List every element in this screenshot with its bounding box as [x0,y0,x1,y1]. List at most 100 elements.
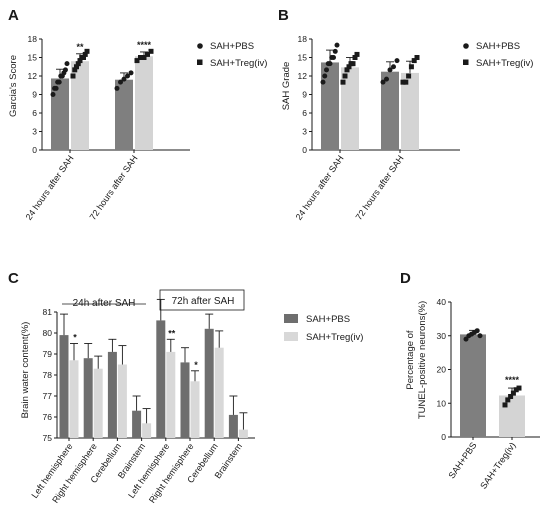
panel-a-point [128,70,134,76]
panel-c: C Brain water content(%) 24h after SAH 7… [8,270,363,505]
panel-d-point [510,390,516,396]
panel-b-bar-treg [401,72,419,150]
panel-b-point [346,64,352,70]
panel-b-legend-pbs: SAH+PBS [476,41,520,52]
panel-a-y-tick-label: 9 [32,90,37,100]
panel-d-point [474,328,480,334]
panel-a-point [81,55,86,60]
panel-b-point [406,73,412,79]
panel-c-legend-treg: SAH+Treg(iv) [306,332,363,343]
period-box-72h [159,289,245,311]
panel-c-y-tick-label: 79 [43,349,53,359]
panel-d-letter: D [400,270,411,287]
panel-a-point [134,58,140,64]
panel-b-point [322,73,328,79]
period-label-24h: 24h after SAH [73,298,136,309]
panel-a-bar-treg [71,61,89,151]
legend-marker-square [463,59,469,65]
panel-b-point [391,64,396,70]
panel-a-point [82,51,88,57]
panel-a-marks: ** **** [50,40,154,151]
panel-b-point [408,64,414,70]
panel-c-significance: * [73,333,77,343]
panel-c-bar-treg [190,381,200,438]
panel-c-y-tick-label: 76 [43,412,53,422]
panel-a-y-tick-label: 18 [28,34,38,44]
panel-b-point [342,73,348,79]
legend-marker-circle [463,43,469,49]
panel-b-point [352,55,358,60]
panel-d-point [463,336,469,342]
panel-b-point [334,42,340,48]
panel-b-point [400,79,406,85]
panel-a-point [114,85,120,91]
panel-b-point [331,55,336,60]
panel-b-legend-treg: SAH+Treg(iv) [476,58,533,69]
panel-b-point [350,61,356,67]
panel-a-point [138,55,143,60]
panel-c-y-tick-label: 77 [43,391,53,401]
panel-c-bar-treg [117,364,127,438]
panel-b-axes: 0 3 6 9 12 15 18 24 hours after SAH 72 hours aft… [294,34,460,222]
panel-c-marks: * *** [59,298,248,438]
panel-b-point [380,79,386,85]
panel-b-ylabel: SAH Grade [281,62,292,111]
panel-b: B SAH Grade 0 3 6 9 12 15 18 24 hours after SAH… [278,7,533,222]
panel-a-y-tick-label: 12 [28,71,38,81]
panel-b-y-tick-label: 18 [298,34,308,44]
panel-a-y-tick-label: 15 [28,53,38,63]
panel-c-y-tick-label: 81 [43,307,53,317]
legend-swatch-pbs [284,314,298,323]
panel-b-point [320,79,326,85]
panel-a-point [77,58,83,64]
panel-b-letter: B [278,7,289,24]
panel-b-point [354,51,360,57]
panel-d-ylabel-line1: Percentage of [405,330,416,390]
panel-b-bar-treg [341,67,359,150]
panel-c-bar-pbs [228,414,238,438]
panel-a-significance: ** [76,42,84,52]
legend-marker-circle [197,43,203,49]
panel-b-point [340,79,346,85]
panel-c-bar-treg [142,423,152,438]
panel-a-point [74,64,79,70]
panel-c-bar-pbs [156,320,166,438]
panel-a-letter: A [8,7,19,24]
panel-c-significance: ** [168,328,176,338]
panel-d-axes: 0 10 20 30 40 SAH+PBS SAH+Treg(iv) [437,297,540,491]
panel-c-bar-treg [69,360,79,438]
panel-a-point [64,61,70,67]
panel-a-point [125,73,130,79]
panel-a-x-tick-label: 24 hours after SAH [24,153,76,221]
panel-d-y-tick-label: 30 [437,331,447,341]
panel-b-point [384,76,389,82]
panel-b-point [387,67,393,73]
panel-c-bar-pbs [180,362,190,438]
panel-b-bar-pbs [381,71,399,150]
panel-c-bar-pbs [83,358,93,438]
panel-a-point [145,51,150,57]
panel-b-point [414,55,420,60]
panel-c-bar-treg [238,429,248,438]
panel-c-bar-treg [214,347,224,438]
panel-b-x-tick-label: 24 hours after SAH [294,153,346,221]
panel-c-bar-treg [93,368,103,438]
panel-c-y-tick-label: 78 [43,370,53,380]
panel-a-point [53,85,59,91]
panel-c-legend-pbs: SAH+PBS [306,314,350,325]
panel-c-ylabel: Brain water content(%) [20,322,31,419]
panel-d-ylabel-line2: TUNEL-positive neurons(%) [417,301,428,419]
panel-b-x-tick-label: 72 hours after SAH [354,153,406,221]
panel-b-point [344,67,350,73]
panel-a-y-tick-label: 0 [32,145,37,155]
legend-swatch-treg [284,332,298,341]
panel-d-y-tick-label: 10 [437,398,447,408]
panel-b-point [394,58,400,64]
panel-a-point [121,76,127,82]
panel-a-bar-pbs [51,78,69,150]
panel-b-marks [320,42,420,150]
panel-d-y-tick-label: 20 [437,365,447,375]
panel-d-marks: **** [460,328,525,437]
panel-d-point [516,385,522,391]
panel-c-periods: 24h after SAH 72h after SAH [62,289,245,311]
